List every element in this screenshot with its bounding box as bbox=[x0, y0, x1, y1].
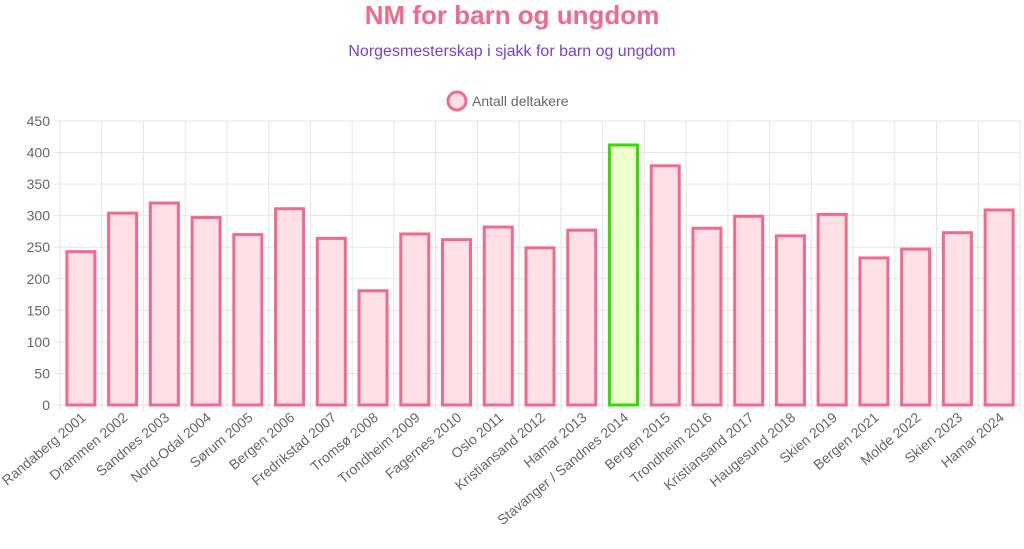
bar-drammen-2002[interactable] bbox=[107, 211, 139, 407]
bar-trondheim-2016[interactable] bbox=[691, 226, 723, 407]
bar-molde-2022[interactable] bbox=[900, 247, 932, 407]
bar-nord-odal-2004[interactable] bbox=[190, 216, 222, 407]
bar-bergen-2015[interactable] bbox=[649, 164, 681, 407]
bar-randaberg-2001[interactable] bbox=[65, 250, 97, 407]
y-tick-label: 50 bbox=[34, 365, 50, 381]
chart-subtitle: Norgesmesterskap i sjakk for barn og ung… bbox=[348, 43, 676, 60]
bar-haugesund-2018[interactable] bbox=[774, 234, 806, 407]
y-tick-label: 250 bbox=[27, 239, 51, 255]
bar-bergen-2021[interactable] bbox=[858, 256, 890, 407]
bar-bergen-2006[interactable] bbox=[274, 207, 306, 407]
y-tick-label: 300 bbox=[27, 208, 51, 224]
bar-fagernes-2010[interactable] bbox=[441, 238, 473, 407]
y-tick-label: 100 bbox=[27, 334, 51, 350]
legend-label: Antall deltakere bbox=[472, 93, 569, 109]
bar-kristiansand-2017[interactable] bbox=[733, 214, 765, 407]
bar-sørum-2005[interactable] bbox=[232, 233, 264, 407]
bar-tromsø-2008[interactable] bbox=[357, 289, 389, 407]
y-tick-label: 200 bbox=[27, 271, 51, 287]
y-tick-label: 350 bbox=[27, 176, 51, 192]
bar-fredrikstad-2007[interactable] bbox=[315, 236, 347, 407]
bar-oslo-2011[interactable] bbox=[482, 225, 514, 407]
chart-title: NM for barn og ungdom bbox=[364, 0, 660, 30]
bar-kristiansand-2012[interactable] bbox=[524, 246, 556, 407]
y-tick-label: 450 bbox=[27, 113, 51, 129]
bar-hamar-2024[interactable] bbox=[983, 208, 1015, 407]
bar-skien-2019[interactable] bbox=[816, 212, 848, 407]
y-tick-label: 0 bbox=[42, 397, 50, 413]
bar-stavanger-sandnes-2014[interactable] bbox=[607, 143, 639, 407]
y-tick-label: 400 bbox=[27, 145, 51, 161]
bar-skien-2023[interactable] bbox=[941, 231, 973, 407]
bar-sandnes-2003[interactable] bbox=[148, 201, 180, 407]
legend[interactable]: Antall deltakere bbox=[446, 90, 569, 112]
legend-swatch bbox=[446, 90, 468, 112]
bar-trondheim-2009[interactable] bbox=[399, 232, 431, 407]
bar-hamar-2013[interactable] bbox=[566, 228, 598, 407]
y-tick-label: 150 bbox=[27, 302, 51, 318]
bars bbox=[65, 143, 1015, 407]
y-axis: 0 50 100 150 200 250 300 350 400 450 bbox=[27, 113, 51, 413]
